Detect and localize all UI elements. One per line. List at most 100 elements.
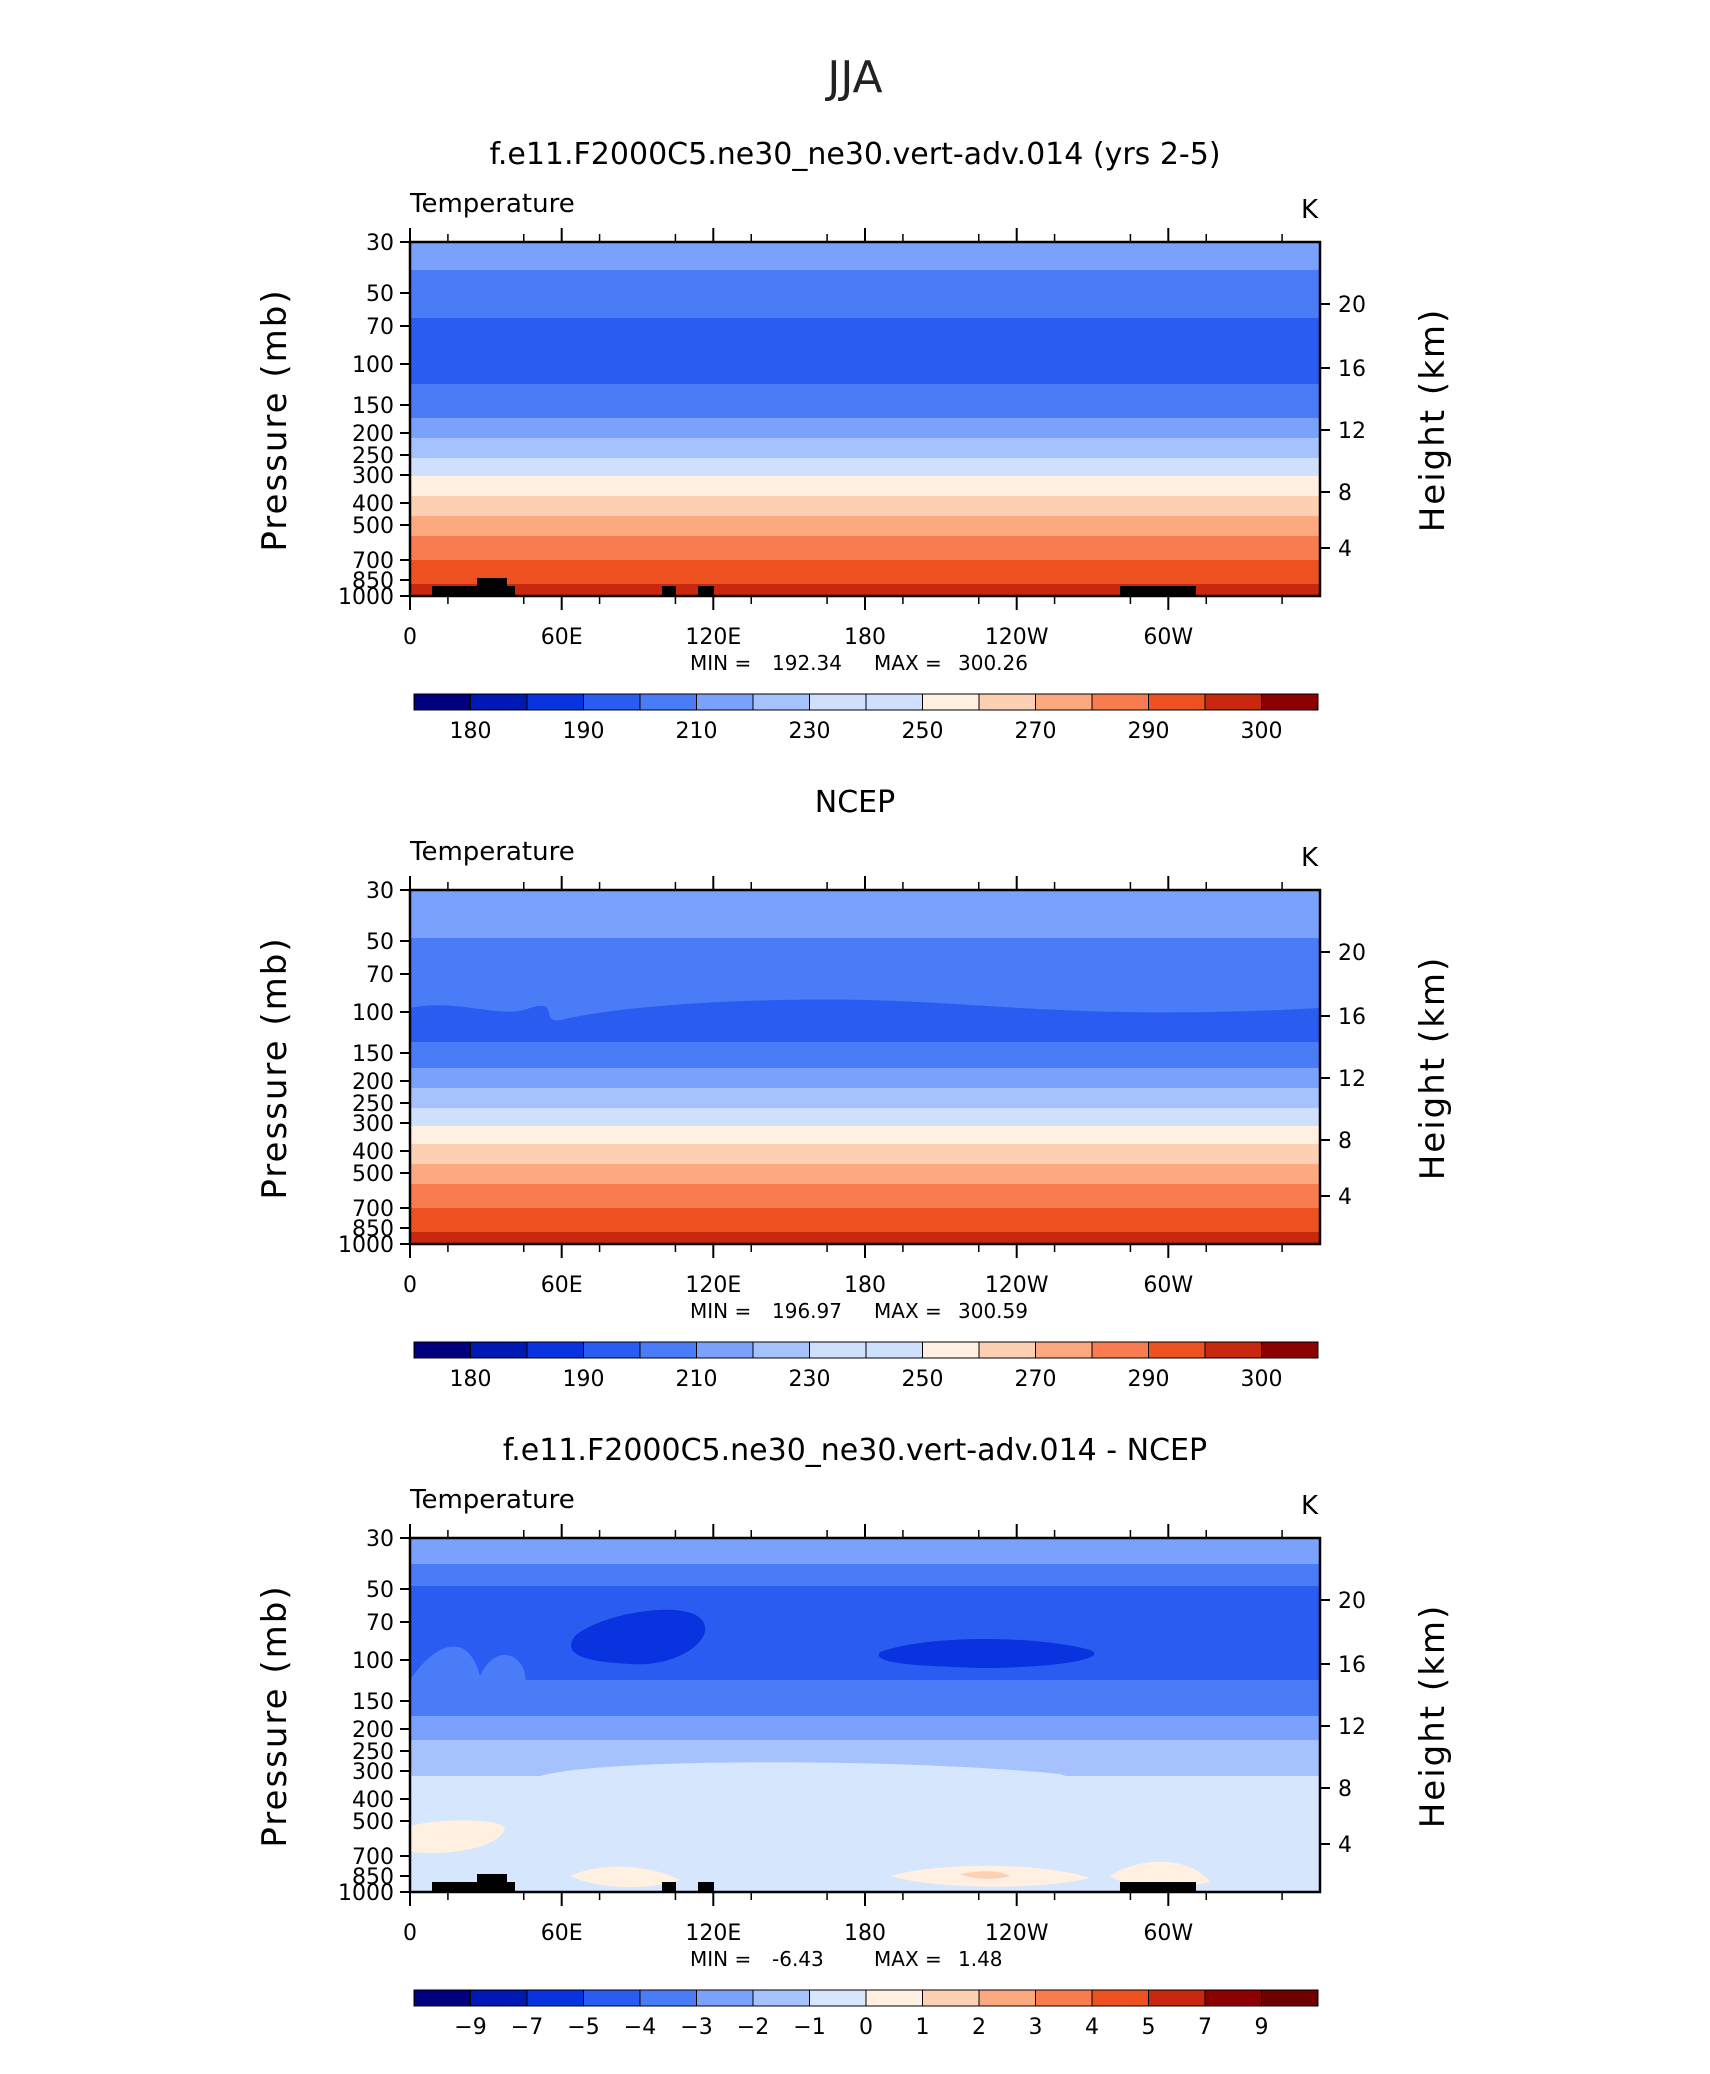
y2-tick-label: 8	[1338, 481, 1352, 506]
contour-band-2	[410, 270, 1320, 319]
x-tick-label: 120W	[985, 1921, 1049, 1946]
x-tick-label: 60E	[541, 1273, 583, 1298]
colorbar-box	[978, 1341, 1036, 1359]
colorbar-label: 180	[450, 719, 492, 744]
contour-band-9	[410, 496, 1320, 517]
contour-band-5	[410, 418, 1320, 439]
contour-band-2	[410, 1564, 1320, 1587]
contour-band-4	[410, 384, 1320, 419]
y-tick-label: 700	[352, 1845, 394, 1870]
contour-band-4	[410, 1068, 1320, 1089]
contour-band-8	[410, 1144, 1320, 1165]
max-label: MAX =	[874, 651, 942, 675]
colorbar-box	[1261, 1989, 1319, 2007]
figure-title: JJA	[824, 52, 882, 103]
colorbar-box	[809, 1341, 867, 1359]
colorbar-label: 7	[1198, 2015, 1212, 2040]
colorbar-box	[583, 1989, 641, 2007]
terrain-mask-5	[698, 586, 714, 596]
x-tick-label: 60E	[541, 625, 583, 650]
colorbar-label: −3	[680, 2015, 712, 2040]
colorbar-box	[978, 1989, 1036, 2007]
colorbar-box	[1035, 693, 1093, 711]
contour-band-8	[410, 476, 1320, 497]
warm-anomaly-surface-3	[1110, 1861, 1210, 1888]
contour-band-9	[410, 1164, 1320, 1185]
colorbar-box	[696, 1989, 754, 2007]
warm-anomaly-core	[960, 1871, 1010, 1879]
y-tick-label: 70	[366, 315, 394, 340]
colorbar-box	[752, 693, 810, 711]
y2-tick-label: 16	[1338, 357, 1366, 382]
colorbar-box	[1204, 1341, 1262, 1359]
colorbar-label: 250	[902, 1367, 944, 1392]
terrain-mask-4	[662, 1882, 676, 1892]
x-tick-label: 120E	[685, 1921, 741, 1946]
units-label: K	[1301, 843, 1319, 873]
colorbar-box	[639, 693, 697, 711]
y-tick-label: 1000	[338, 1233, 394, 1258]
y2-tick-label: 4	[1338, 1833, 1352, 1858]
y2-tick-label: 16	[1338, 1653, 1366, 1678]
y-tick-label: 200	[352, 422, 394, 447]
plot-area	[410, 890, 1320, 1244]
chart-panel-1: f.e11.F2000C5.ne30_ne30.vert-adv.014 (yr…	[255, 137, 1453, 744]
y-tick-label: 30	[366, 231, 394, 256]
near-zero-region	[532, 1762, 1094, 1834]
colorbar-box	[922, 1989, 980, 2007]
colorbar-box	[1148, 693, 1206, 711]
contour-band-11	[410, 1208, 1320, 1233]
contour-band-6	[410, 438, 1320, 459]
x-tick-label: 180	[844, 1921, 886, 1946]
y-tick-label: 850	[352, 1865, 394, 1890]
colorbar-box	[583, 693, 641, 711]
plot-area	[410, 1538, 1320, 1892]
colorbar-box	[865, 1341, 923, 1359]
colorbar-label: 270	[1015, 1367, 1057, 1392]
colorbar-box	[1091, 1989, 1149, 2007]
contour-band-1	[410, 890, 1320, 939]
colorbar-label: 230	[789, 719, 831, 744]
x-tick-label: 60W	[1143, 1921, 1193, 1946]
warm-anomaly-surface-1	[570, 1866, 680, 1888]
y-axis-title: Pressure (mb)	[255, 936, 295, 1199]
colorbar-box	[922, 693, 980, 711]
y2-tick-label: 20	[1338, 1589, 1366, 1614]
colorbar-box	[526, 1989, 584, 2007]
y-tick-label: 50	[366, 282, 394, 307]
y-tick-label: 30	[366, 1527, 394, 1552]
colorbar-label: 290	[1128, 719, 1170, 744]
y-tick-label: 250	[352, 1092, 394, 1117]
cold-anomaly-west	[571, 1609, 706, 1665]
mid-band	[410, 1646, 1320, 1710]
contour-band-12	[410, 1232, 1320, 1244]
y-tick-label: 250	[352, 444, 394, 469]
terrain-mask-6	[1120, 1882, 1196, 1892]
terrain-mask-3	[505, 1882, 515, 1892]
colorbar-box	[639, 1989, 697, 2007]
contour-band-3	[410, 1040, 1320, 1069]
colorbar-box	[470, 1989, 528, 2007]
max-value: 300.59	[958, 1299, 1028, 1323]
min-label: MIN =	[690, 651, 751, 675]
min-label: MIN =	[690, 1947, 751, 1971]
y-tick-label: 300	[352, 464, 394, 489]
max-value: 1.48	[958, 1947, 1003, 1971]
y2-tick-label: 8	[1338, 1777, 1352, 1802]
colorbar-label: 300	[1241, 1367, 1283, 1392]
panel-title: NCEP	[815, 785, 895, 820]
x-tick-label: 120W	[985, 625, 1049, 650]
y2-tick-label: 4	[1338, 537, 1352, 562]
colorbar-box	[865, 693, 923, 711]
y-tick-label: 500	[352, 1810, 394, 1835]
x-tick-label: 180	[844, 1273, 886, 1298]
colorbar-box	[526, 693, 584, 711]
x-tick-label: 120W	[985, 1273, 1049, 1298]
colorbar-label: −7	[511, 2015, 543, 2040]
colorbar-box	[809, 1989, 867, 2007]
x-tick-label: 0	[403, 1273, 417, 1298]
panels: f.e11.F2000C5.ne30_ne30.vert-adv.014 (yr…	[255, 137, 1453, 2040]
colorbar-box	[696, 1341, 754, 1359]
colorbar-box	[1148, 1341, 1206, 1359]
colorbar-label: 210	[676, 719, 718, 744]
